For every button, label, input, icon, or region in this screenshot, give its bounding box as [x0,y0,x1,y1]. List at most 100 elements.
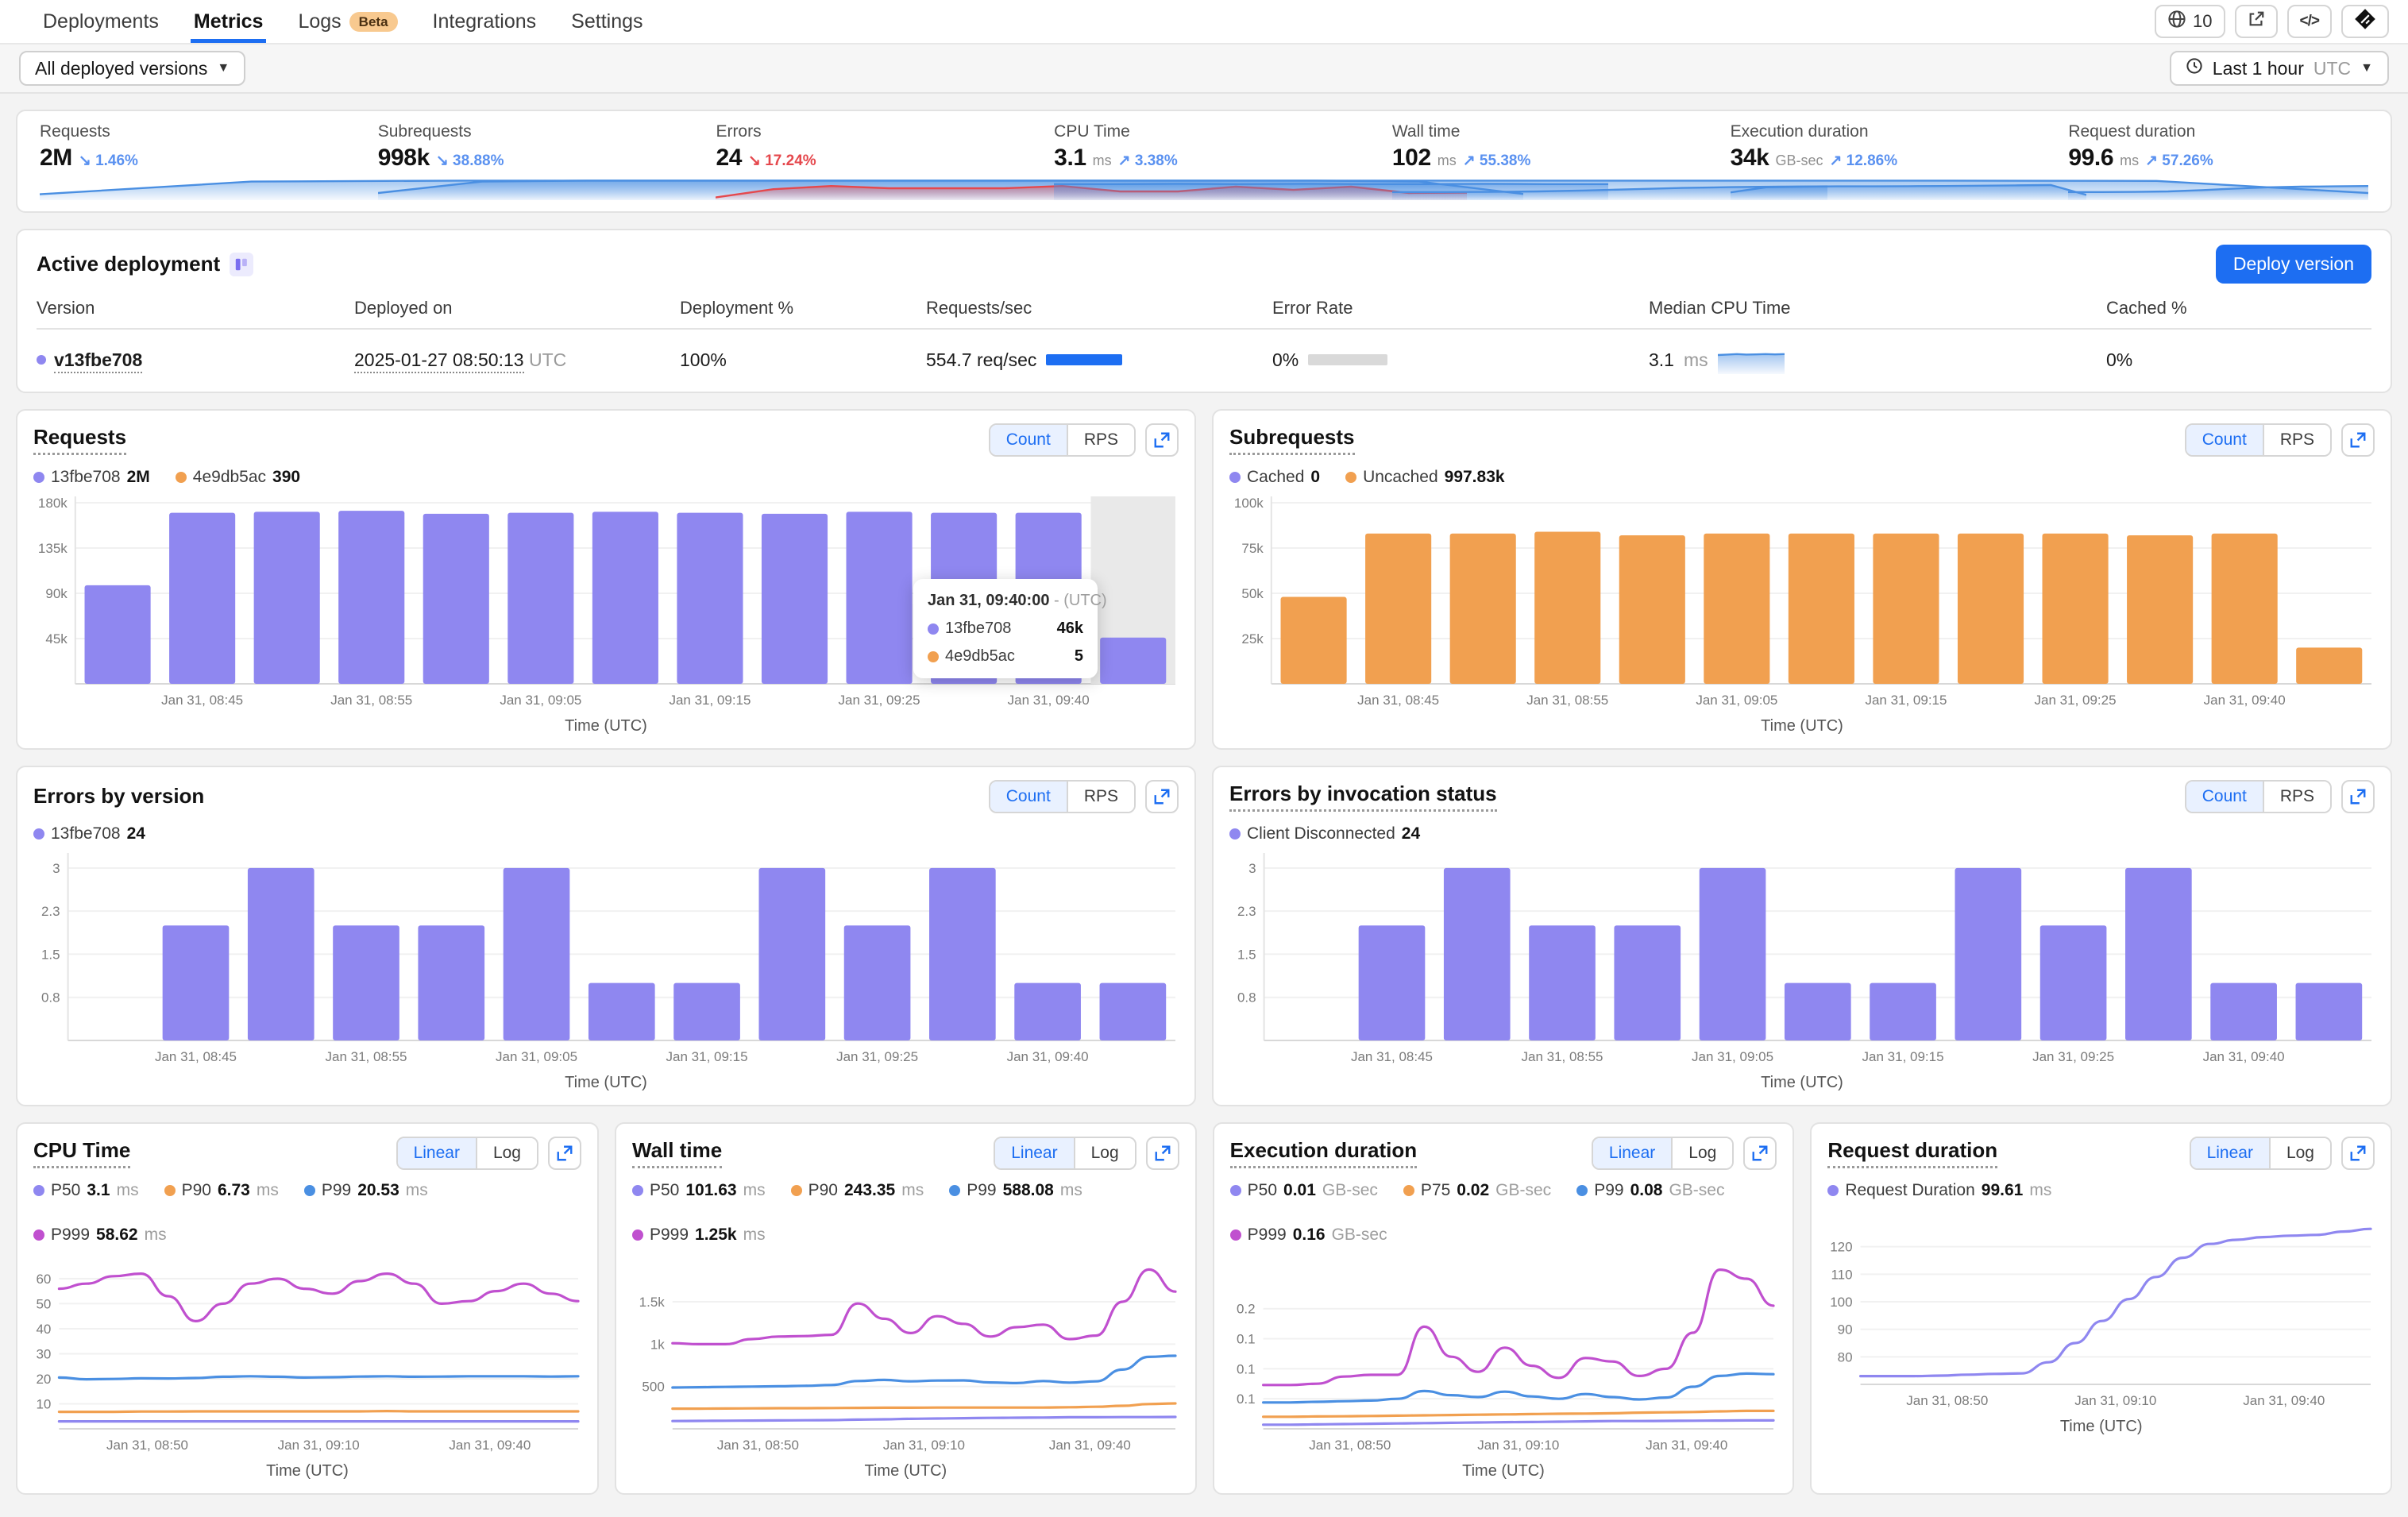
deployed-on-value[interactable]: 2025-01-27 08:50:13 [354,349,524,373]
linear-toggle-button[interactable]: Linear [397,1138,476,1168]
svg-text:120: 120 [1831,1240,1853,1255]
version-value[interactable]: v13fbe708 [54,349,143,373]
tab-integrations[interactable]: Integrations [415,0,554,43]
linear-toggle-button[interactable]: Linear [995,1138,1074,1168]
count-toggle-button[interactable]: Count [2186,425,2263,455]
legend-value: 0.01 [1283,1181,1316,1199]
svg-text:0.8: 0.8 [1237,990,1256,1006]
expand-chart-button[interactable] [2341,1137,2375,1170]
deploy-version-button[interactable]: Deploy version [2215,245,2371,284]
linear-toggle-button[interactable]: Linear [1592,1138,1672,1168]
subrequests-chart-title[interactable]: Subrequests [1229,425,1355,456]
request-duration-title[interactable]: Request duration [1827,1138,1998,1169]
linear-toggle-button[interactable]: Linear [2190,1138,2269,1168]
log-toggle-button[interactable]: Log [1073,1138,1135,1168]
tab-settings[interactable]: Settings [554,0,660,43]
rps-toggle-button[interactable]: RPS [2262,782,2330,812]
cpu-time-title[interactable]: CPU Time [33,1138,131,1169]
svg-text:60: 60 [36,1272,51,1287]
errors-by-version-chart[interactable]: 3 2.3 1.5 0.8 Jan 31, 08:45 Jan 31, 08:55 Jan … [30,850,1182,1069]
stat-execution-duration: Execution duration 34k GB-sec ↗ 12.86% [1711,122,2086,200]
bar-chart-svg[interactable]: 3 2.3 1.5 0.8 Jan 31, 08:45 Jan 31, 08:55 Jan … [1226,850,2378,1069]
legend-value: 2M [126,468,150,486]
tab-label: Settings [571,10,643,33]
errors-version-legend: 13fbe708 24 [17,813,1194,847]
count-toggle-button[interactable]: Count [2186,782,2263,812]
stat-label: Request duration [2068,122,2196,141]
legend-item: P50 0.01 GB-sec [1229,1181,1378,1200]
execution-duration-title[interactable]: Execution duration [1229,1138,1418,1169]
stat-value: 998k [377,145,430,171]
stat-sparkline [1730,176,2086,200]
legend-unit: GB-sec [1322,1181,1378,1199]
tab-label: Deployments [43,10,159,33]
errors-by-invocation-status-title[interactable]: Errors by invocation status [1229,782,1497,813]
cpu-time-chart[interactable]: 60 50 40 30 20 10 Jan 31, 08:50 Jan 31, 09:10 Ja… [30,1251,585,1457]
wall-time-chart[interactable]: 1.5k 1k 500 Jan 31, 08:50 Jan 31, 09:10 Jan 3… [629,1251,1183,1457]
workers-logo-button[interactable] [2341,5,2389,38]
requests-sec-cell: 554.7 req/sec [926,349,1272,371]
rps-toggle-button[interactable]: RPS [1066,782,1134,812]
svg-text:Jan 31, 09:25: Jan 31, 09:25 [836,1049,918,1064]
expand-chart-button[interactable] [1145,423,1179,457]
requests-chart-title[interactable]: Requests [33,425,127,456]
col-deployment-pct: Deployment % [680,298,794,318]
log-toggle-button[interactable]: Log [475,1138,537,1168]
col-deployed-on: Deployed on [354,298,453,318]
expand-chart-button[interactable] [2341,780,2375,813]
legend-unit: GB-sec [1495,1181,1552,1199]
bar-chart-svg[interactable]: 100k 75k 50k 25k Jan 31, 08:45 Jan 31, 08:55 J… [1226,493,2378,712]
legend-dot [1229,472,1241,483]
execution-duration-chart[interactable]: 0.2 0.1 0.1 0.1 Jan 31, 08:50 Jan 31, 09:10 Ja… [1227,1251,1781,1457]
request-duration-chart[interactable]: 120 110 100 90 80 Jan 31, 08:50 Jan 31, 09:10 J… [1824,1206,2378,1413]
expand-chart-button[interactable] [1743,1137,1777,1170]
median-cpu-sparkline [1717,345,1785,374]
tab-metrics[interactable]: Metrics [176,0,281,43]
expand-chart-button[interactable] [2341,423,2375,457]
x-axis-title: Time (UTC) [1761,717,1843,735]
deployment-info-icon[interactable] [230,252,254,276]
line-chart-svg[interactable]: 60 50 40 30 20 10 Jan 31, 08:50 Jan 31, 09:10 Ja… [30,1251,585,1457]
line-chart-svg[interactable]: 120 110 100 90 80 Jan 31, 08:50 Jan 31, 09:10 J… [1824,1206,2377,1413]
count-toggle-button[interactable]: Count [990,782,1067,812]
expand-chart-button[interactable] [1145,1137,1179,1170]
stat-delta: ↗ 55.38% [1462,152,1531,169]
line-chart-svg[interactable]: 1.5k 1k 500 Jan 31, 08:50 Jan 31, 09:10 Jan 3… [629,1251,1182,1457]
top-nav: Deployments Metrics Logs Beta Integration… [0,0,2408,44]
versions-filter-dropdown[interactable]: All deployed versions ▼ [19,51,246,86]
legend-dot [1229,828,1241,840]
routes-button[interactable]: 10 [2155,5,2225,38]
version-cell[interactable]: v13fbe708 [37,349,354,373]
rps-toggle-button[interactable]: RPS [2262,425,2330,455]
bar-chart-svg[interactable]: 3 2.3 1.5 0.8 Jan 31, 08:45 Jan 31, 08:55 Jan … [30,850,1182,1069]
log-toggle-button[interactable]: Log [2268,1138,2330,1168]
subrequests-chart[interactable]: 100k 75k 50k 25k Jan 31, 08:45 Jan 31, 08:55 J… [1226,493,2378,712]
legend-unit: GB-sec [1331,1226,1387,1244]
expand-chart-button[interactable] [548,1137,581,1170]
cpu-time-chart-card: CPU Time Linear Log P50 3.1 ms P90 6.73 ms P99 2… [16,1122,599,1495]
expand-chart-button[interactable] [1145,780,1179,813]
legend-value: 3.1 [87,1181,110,1199]
line-chart-svg[interactable]: 0.2 0.1 0.1 0.1 Jan 31, 08:50 Jan 31, 09:10 Ja… [1227,1251,1780,1457]
legend-unit: ms [743,1226,766,1244]
tab-label: Integrations [432,10,537,33]
tab-deployments[interactable]: Deployments [25,0,176,43]
wall-time-title[interactable]: Wall time [632,1138,723,1169]
time-range-dropdown[interactable]: Last 1 hour UTC ▼ [2169,51,2389,86]
tab-logs[interactable]: Logs Beta [280,0,415,43]
errors-by-invocation-status-chart[interactable]: 3 2.3 1.5 0.8 Jan 31, 08:45 Jan 31, 08:55 Jan … [1226,850,2378,1069]
time-zone-label: UTC [2313,57,2352,79]
requests-chart[interactable]: Jan 31, 09:40:00 - (UTC) 13fbe708 46k 4e9d… [30,493,1182,712]
rps-toggle-button[interactable]: RPS [1066,425,1134,455]
deployment-table: Version Deployed on Deployment % Request… [17,287,2391,392]
log-toggle-button[interactable]: Log [1671,1138,1733,1168]
count-toggle-button[interactable]: Count [990,425,1067,455]
svg-text:Jan 31, 09:40: Jan 31, 09:40 [2203,1049,2285,1064]
code-editor-button[interactable]: </> [2286,5,2332,38]
svg-text:180k: 180k [38,496,68,511]
legend-item: P90 6.73 ms [164,1181,279,1200]
versions-filter-label: All deployed versions [35,57,208,79]
open-external-button[interactable] [2234,5,2278,38]
svg-text:110: 110 [1831,1267,1853,1282]
legend-item: Request Duration 99.61 ms [1827,1181,2051,1200]
